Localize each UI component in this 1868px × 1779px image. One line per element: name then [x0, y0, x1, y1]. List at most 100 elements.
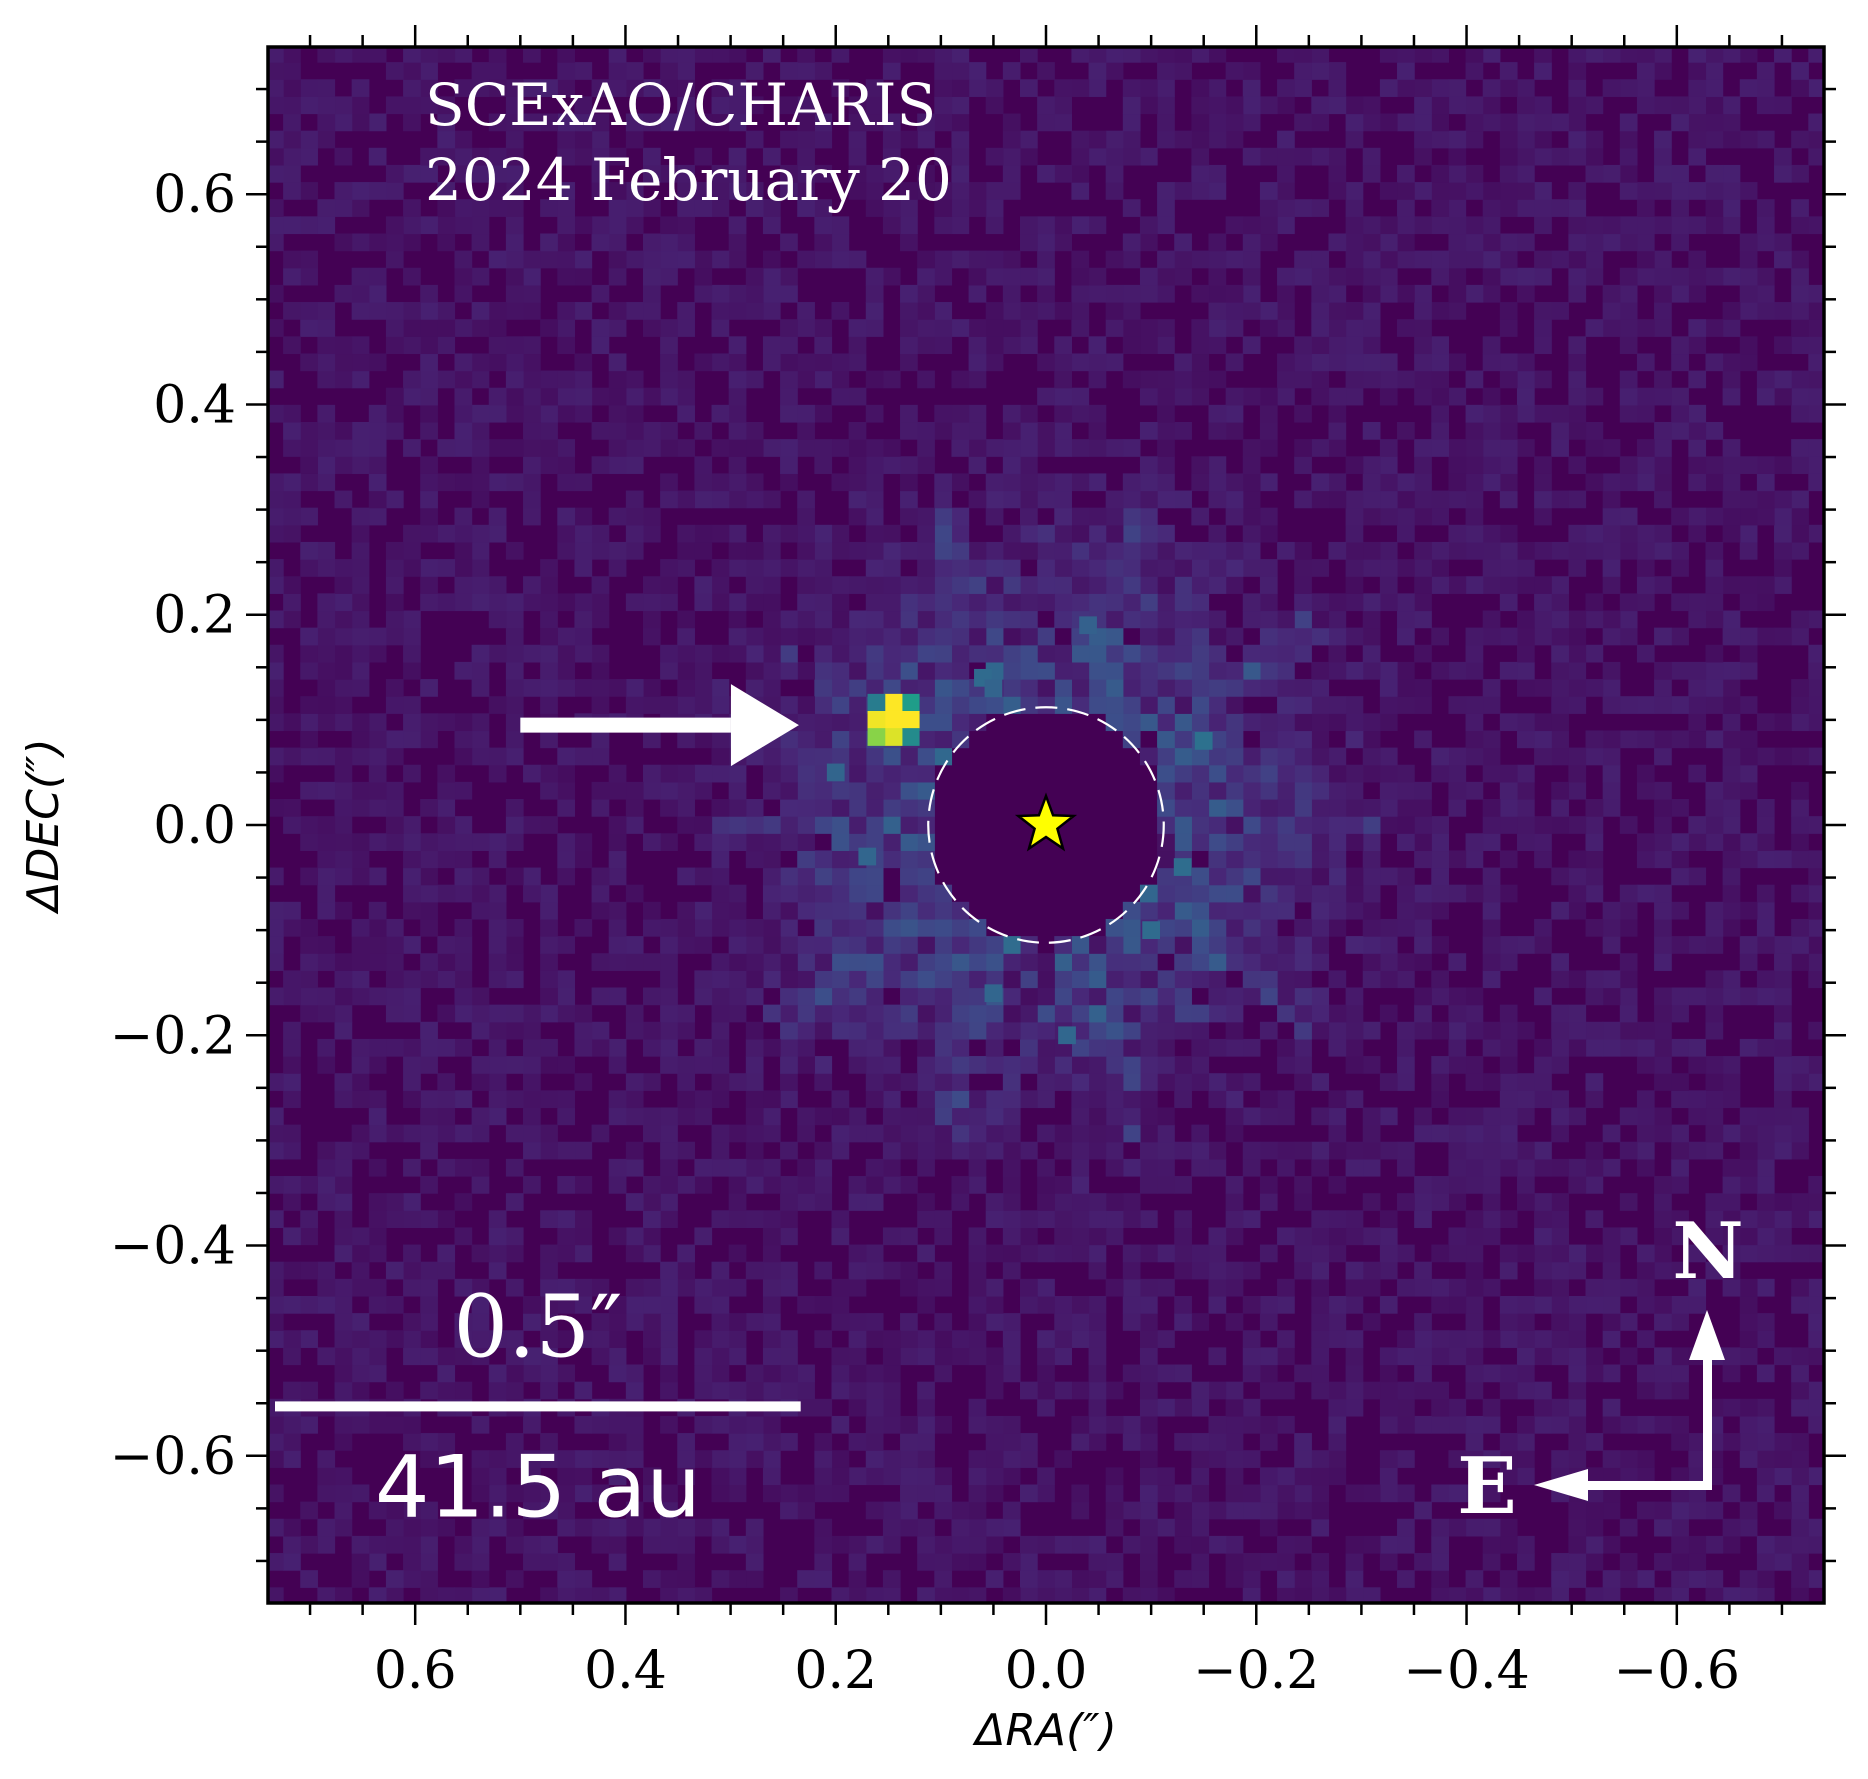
noise-pixel [1311, 113, 1330, 132]
noise-pixel [1688, 1056, 1707, 1074]
noise-pixel [831, 936, 850, 954]
noise-pixel [728, 524, 747, 543]
noise-pixel [1465, 421, 1484, 440]
noise-pixel [1259, 644, 1278, 663]
noise-pixel [1157, 936, 1175, 954]
noise-pixel [1482, 1415, 1501, 1434]
noise-pixel [1688, 679, 1707, 697]
noise-pixel [1499, 1210, 1518, 1229]
noise-pixel [351, 1535, 370, 1554]
noise-pixel [1568, 96, 1587, 115]
noise-pixel [1277, 1467, 1295, 1486]
noise-pixel [437, 302, 456, 320]
noise-pixel [1499, 164, 1518, 183]
noise-pixel [762, 764, 781, 783]
noise-pixel [1191, 147, 1210, 166]
noise-pixel [1671, 850, 1689, 869]
noise-pixel [762, 1244, 781, 1263]
noise-pixel [951, 679, 970, 697]
noise-pixel [1037, 1535, 1055, 1554]
noise-pixel [1619, 79, 1638, 97]
noise-pixel [403, 1004, 421, 1023]
noise-pixel [642, 47, 661, 63]
noise-pixel [745, 1261, 764, 1280]
noise-pixel [351, 987, 370, 1006]
noise-pixel [1037, 970, 1055, 989]
noise-pixel [1345, 267, 1364, 286]
noise-pixel [1654, 302, 1672, 320]
noise-pixel [1328, 644, 1347, 663]
noise-pixel [1688, 867, 1707, 886]
noise-pixel [1756, 747, 1775, 766]
noise-pixel [1739, 987, 1758, 1006]
noise-pixel [368, 798, 387, 817]
noise-pixel [454, 576, 473, 594]
noise-pixel [780, 233, 798, 252]
noise-pixel [1088, 336, 1107, 355]
noise-pixel [848, 953, 867, 971]
noise-pixel [694, 1056, 713, 1074]
noise-pixel [351, 713, 370, 732]
noise-pixel [1379, 953, 1398, 971]
noise-pixel [1688, 833, 1707, 852]
noise-pixel [1157, 833, 1175, 852]
noise-pixel [1105, 1124, 1124, 1143]
noise-pixel [351, 524, 370, 543]
noise-pixel [540, 644, 558, 663]
noise-pixel [1242, 233, 1261, 252]
noise-pixel [1208, 164, 1227, 183]
noise-pixel [1122, 1415, 1141, 1434]
noise-pixel [1225, 353, 1244, 372]
noise-pixel [1259, 1364, 1278, 1383]
noise-pixel [1808, 387, 1824, 406]
noise-pixel [1277, 1381, 1295, 1400]
noise-pixel [917, 1433, 935, 1451]
noise-pixel [1534, 456, 1552, 474]
noise-pixel [1534, 250, 1552, 269]
noise-pixel [1791, 679, 1809, 697]
noise-pixel [385, 730, 404, 749]
noise-pixel [797, 47, 815, 63]
noise-pixel [1756, 216, 1775, 235]
noise-pixel [1688, 1501, 1707, 1520]
noise-pixel [1311, 1501, 1330, 1520]
noise-pixel [1499, 370, 1518, 389]
noise-pixel [1791, 1467, 1809, 1486]
noise-pixel [403, 1313, 421, 1331]
noise-pixel [951, 1073, 970, 1091]
noise-pixel [1568, 627, 1587, 646]
noise-pixel [1174, 627, 1192, 646]
noise-pixel [488, 79, 507, 97]
noise-pixel [1379, 1107, 1398, 1126]
noise-pixel [865, 1176, 884, 1194]
noise-pixel [608, 507, 627, 526]
noise-pixel [865, 96, 884, 115]
noise-pixel [900, 1107, 918, 1126]
noise-pixel [711, 1295, 730, 1314]
noise-pixel [1054, 1347, 1073, 1366]
noise-pixel [1362, 233, 1381, 252]
noise-pixel [642, 387, 661, 406]
noise-pixel [540, 661, 558, 680]
noise-pixel [1619, 302, 1638, 320]
noise-pixel [1534, 1330, 1552, 1348]
noise-pixel [625, 524, 644, 543]
noise-pixel [1551, 1553, 1569, 1571]
noise-pixel [1054, 696, 1073, 714]
noise-pixel [694, 267, 713, 286]
noise-pixel [1636, 1124, 1655, 1143]
noise-pixel [1499, 1124, 1518, 1143]
noise-pixel [711, 164, 730, 183]
noise-pixel [934, 610, 953, 629]
noise-pixel [505, 473, 524, 492]
noise-pixel [437, 147, 456, 166]
noise-pixel [540, 1347, 558, 1366]
noise-pixel [1756, 456, 1775, 474]
noise-pixel [437, 1364, 456, 1383]
noise-pixel [831, 867, 850, 886]
noise-pixel [1157, 130, 1175, 149]
noise-pixel [1739, 490, 1758, 509]
noise-pixel [1774, 1227, 1792, 1246]
noise-pixel [574, 1330, 593, 1348]
noise-pixel [625, 936, 644, 954]
